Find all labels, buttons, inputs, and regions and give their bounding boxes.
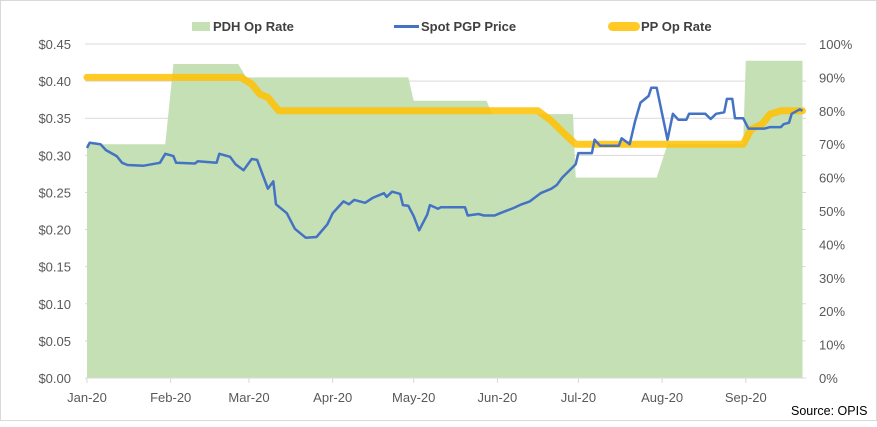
y-left-tick-label: $0.15 xyxy=(38,260,71,275)
legend-label-pp: PP Op Rate xyxy=(641,19,712,34)
x-tick-label: Apr-20 xyxy=(313,390,352,405)
y-right-tick-label: 40% xyxy=(819,237,845,252)
x-tick-label: Jun-20 xyxy=(478,390,518,405)
legend-swatch-spot xyxy=(394,25,419,28)
y-right-tick-label: 90% xyxy=(819,70,845,85)
line-layer xyxy=(83,73,806,239)
y-left-tick-label: $0.35 xyxy=(38,111,71,126)
y-right-tick-label: 80% xyxy=(819,104,845,119)
x-tick-label: Jan-20 xyxy=(67,390,107,405)
y-left-tick-label: $0.30 xyxy=(38,148,71,163)
y-left-tick-label: $0.40 xyxy=(38,74,71,89)
legend-label-spot: Spot PGP Price xyxy=(421,19,516,34)
y-right-tick-label: 100% xyxy=(819,37,853,52)
legend-swatch-pdh xyxy=(192,22,210,31)
x-tick-label: Jul-20 xyxy=(561,390,596,405)
y-right-tick-label: 20% xyxy=(819,304,845,319)
x-tick-label: Feb-20 xyxy=(150,390,191,405)
x-tick-label: Aug-20 xyxy=(641,390,683,405)
x-tick-label: May-20 xyxy=(392,390,435,405)
legend: PDH Op Rate Spot PGP Price PP Op Rate xyxy=(192,19,712,34)
y-left-tick-label: $0.10 xyxy=(38,297,71,312)
y-right-tick-label: 50% xyxy=(819,204,845,219)
pdh-op-rate-area xyxy=(87,60,803,378)
y-left-tick-label: $0.25 xyxy=(38,185,71,200)
y-right-tick-label: 30% xyxy=(819,271,845,286)
axes: $0.00 $0.05 $0.10 $0.15 $0.20 $0.25 $0.30 $0.35… xyxy=(38,37,852,405)
y-left-tick-label: $0.20 xyxy=(38,223,71,238)
y-right-tick-label: 60% xyxy=(819,171,845,186)
y-right-tick-label: 70% xyxy=(819,137,845,152)
y-right-tick-label: 0% xyxy=(819,371,838,386)
x-tick-label: Sep-20 xyxy=(725,390,767,405)
pp-op-rate-line xyxy=(83,73,806,148)
x-tick-label: Mar-20 xyxy=(228,390,269,405)
y-left-tick-label: $0.05 xyxy=(38,334,71,349)
legend-swatch-pp xyxy=(608,22,640,31)
y-left-tick-label: $0.45 xyxy=(38,37,71,52)
spot-pgp-price-line xyxy=(85,86,804,239)
source-note: Source: OPIS xyxy=(791,404,867,418)
y-right-tick-label: 10% xyxy=(819,338,845,353)
legend-label-pdh: PDH Op Rate xyxy=(213,19,294,34)
pdh-area-layer xyxy=(87,60,803,378)
y-left-tick-label: $0.00 xyxy=(38,371,71,386)
